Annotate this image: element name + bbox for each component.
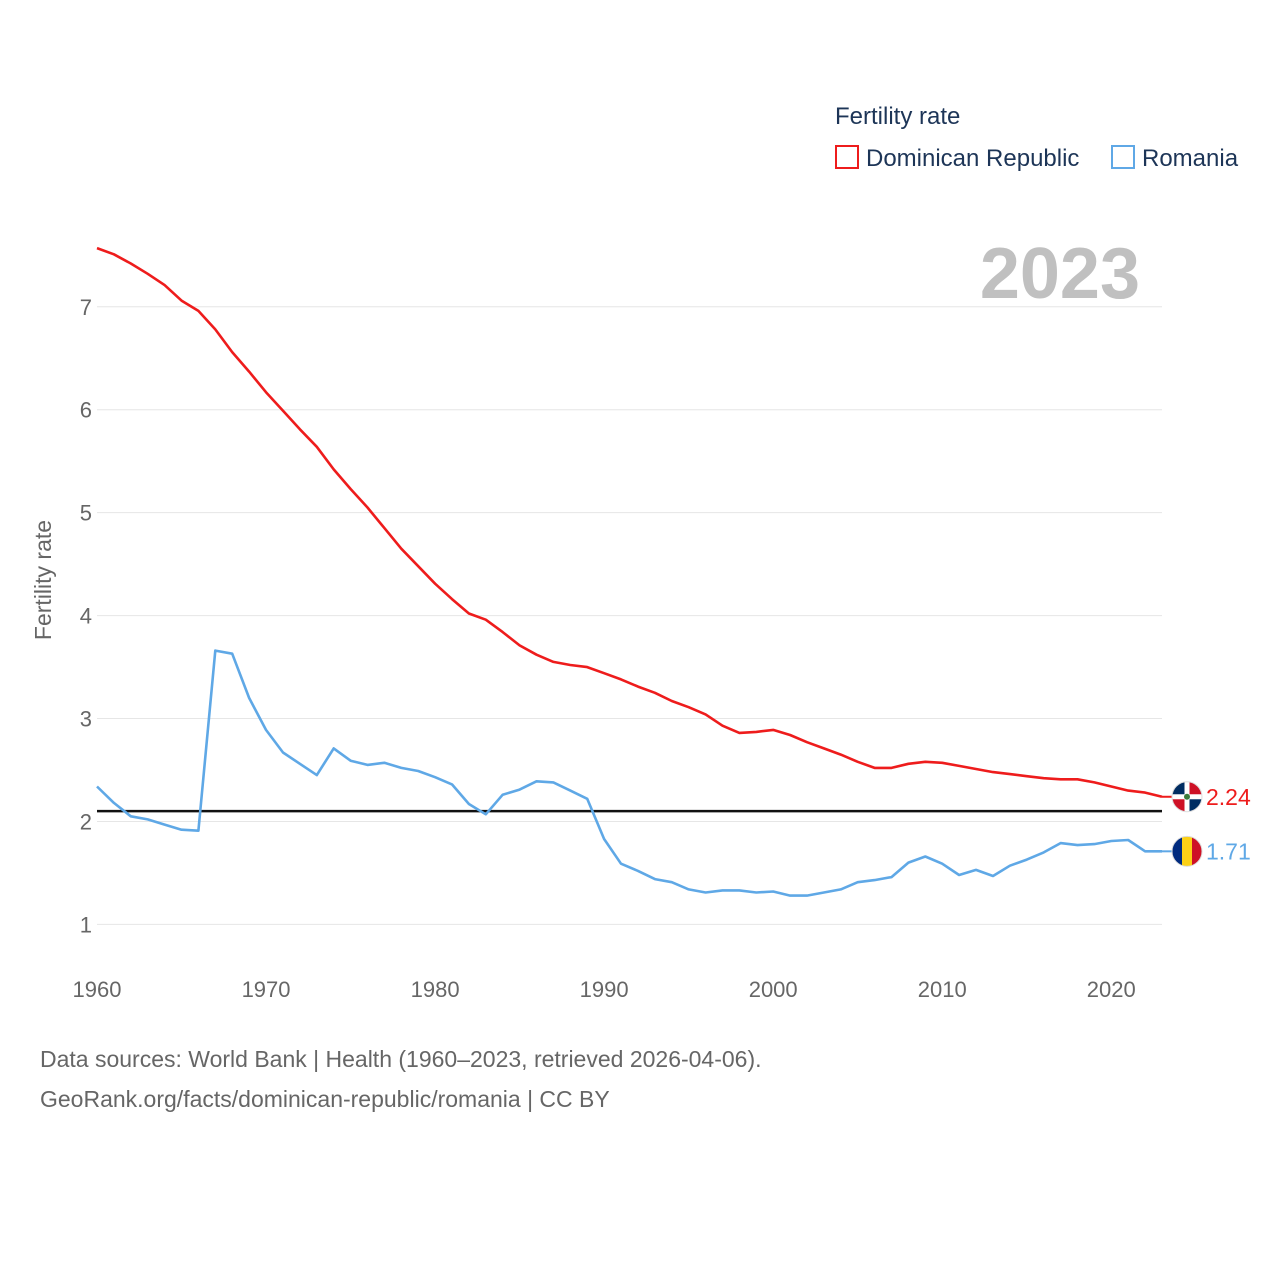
- end-markers: 2.24 1.71: [1162, 781, 1251, 867]
- y-tick-label-1: 1: [80, 912, 92, 937]
- legend-label-romania: Romania: [1142, 145, 1239, 172]
- x-tick-label-2000: 2000: [749, 977, 798, 1002]
- y-tick-label-6: 6: [80, 398, 92, 423]
- y-tick-label-3: 3: [80, 707, 92, 732]
- x-axis-ticks: 1960 1970 1980 1990 2000 2010 2020: [73, 977, 1136, 1002]
- y-tick-label-7: 7: [80, 295, 92, 320]
- legend-title: Fertility rate: [835, 103, 960, 130]
- legend: Fertility rate Dominican Republic Romani…: [835, 103, 1239, 172]
- legend-swatch-romania: [1111, 145, 1135, 169]
- x-tick-label-2010: 2010: [918, 977, 967, 1002]
- y-tick-label-2: 2: [80, 809, 92, 834]
- romania-flag-icon: [1171, 835, 1203, 867]
- legend-item-dominican-republic[interactable]: Dominican Republic: [835, 145, 1079, 172]
- series-line-romania: [96, 649, 1162, 897]
- series-lines: [96, 246, 1163, 897]
- x-tick-label-1980: 1980: [411, 977, 460, 1002]
- legend-label-dominican-republic: Dominican Republic: [866, 145, 1079, 172]
- year-label: 2023: [980, 234, 1140, 314]
- series-line-dominican-republic: [96, 246, 1163, 799]
- gridlines: [97, 306, 1162, 925]
- y-axis-title: Fertility rate: [30, 520, 56, 640]
- legend-item-romania[interactable]: Romania: [1111, 145, 1239, 172]
- y-tick-label-5: 5: [80, 501, 92, 526]
- source-link[interactable]: GeoRank.org/facts/dominican-republic/rom…: [40, 1086, 610, 1112]
- dominican-republic-flag-icon: [1171, 781, 1203, 813]
- end-value-label-romania: 1.71: [1206, 838, 1251, 864]
- x-tick-label-1960: 1960: [73, 977, 122, 1002]
- legend-swatch-dominican-republic: [835, 145, 859, 169]
- source-text: Data sources: World Bank | Health (1960–…: [40, 1046, 762, 1072]
- y-axis-ticks: 1 2 3 4 5 6 7: [80, 295, 92, 938]
- x-tick-label-1970: 1970: [242, 977, 291, 1002]
- y-tick-label-4: 4: [80, 604, 92, 629]
- x-tick-label-2020: 2020: [1087, 977, 1136, 1002]
- end-value-label-dominican-republic: 2.24: [1206, 784, 1251, 810]
- x-tick-label-1990: 1990: [580, 977, 629, 1002]
